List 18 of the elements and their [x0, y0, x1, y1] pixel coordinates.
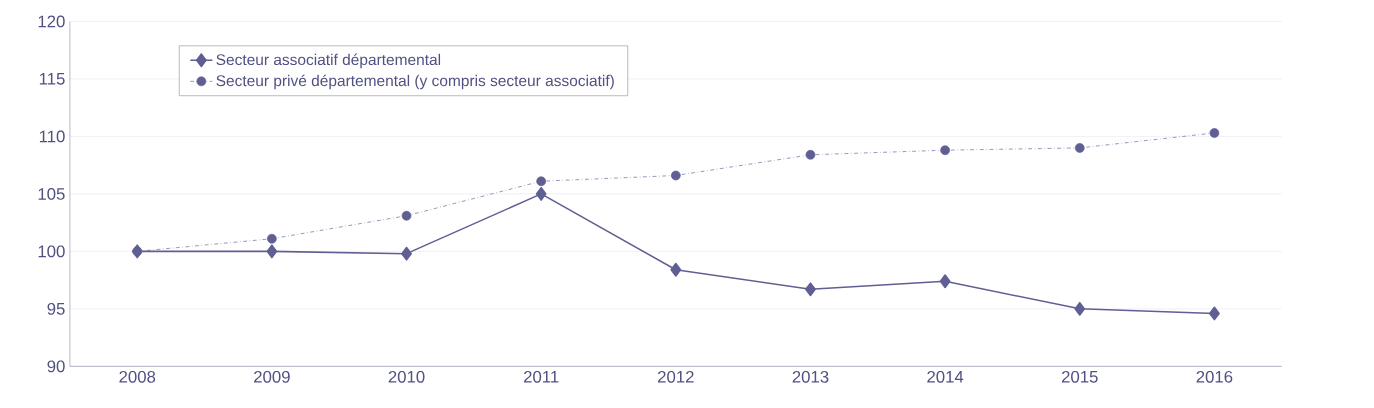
y-tick-label: 110	[39, 130, 65, 143]
x-tick-label: 2009	[254, 370, 290, 383]
y-tick-label: 100	[38, 245, 65, 258]
legend-label: Secteur privé départemental (y compris secteur associatif)	[216, 74, 614, 90]
x-tick-label: 2008	[119, 370, 156, 383]
x-tick-label: 2014	[927, 370, 964, 383]
y-tick-label: 90	[47, 360, 65, 373]
y-tick-label: 120	[38, 15, 65, 28]
x-tick-label: 2013	[792, 370, 829, 383]
y-tick-label: 105	[38, 187, 65, 200]
legend-label: Secteur associatif départemental	[216, 53, 441, 69]
x-tick-label: 2015	[1061, 370, 1098, 383]
x-tick-label: 2010	[388, 370, 425, 383]
x-tick-label: 2012	[658, 370, 694, 383]
y-tick-label: 95	[47, 302, 65, 315]
x-tick-label: 2011	[524, 370, 559, 383]
y-tick-label: 115	[39, 72, 65, 85]
x-tick-label: 2016	[1196, 370, 1233, 383]
